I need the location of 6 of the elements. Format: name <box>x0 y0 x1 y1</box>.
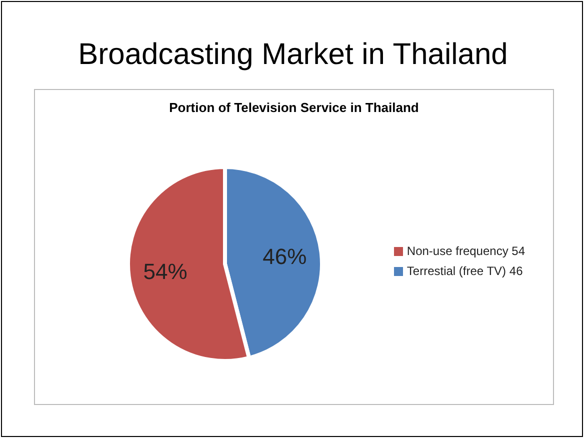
legend-label: Non-use frequency 54 <box>406 244 525 258</box>
data-label: 46% <box>262 244 307 269</box>
legend-label: Terrestial (free TV) 46 <box>406 264 523 278</box>
chart-subtitle: Portion of Television Service in Thailand <box>168 100 420 115</box>
data-label: 54% <box>143 259 188 284</box>
chart-title: Broadcasting Market in Thailand <box>77 38 509 72</box>
